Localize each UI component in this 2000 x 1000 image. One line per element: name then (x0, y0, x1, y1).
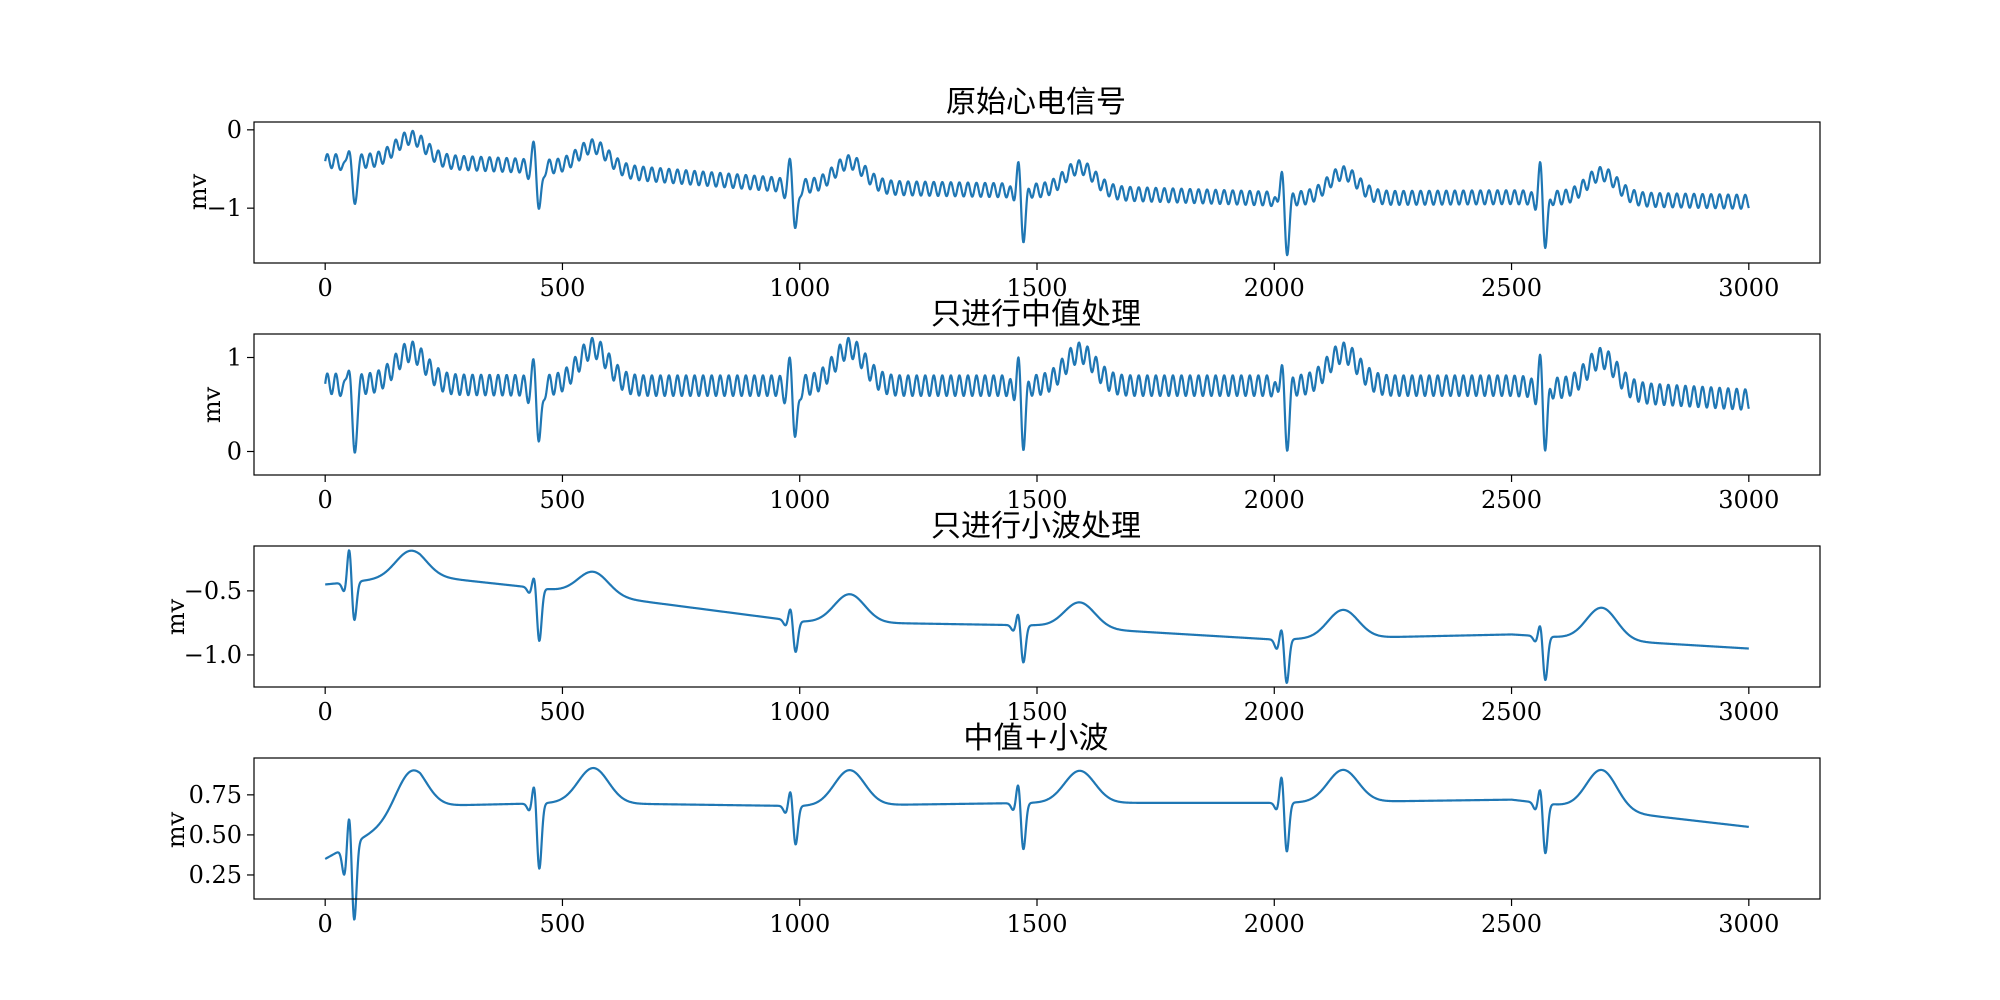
x-tick-label: 500 (540, 274, 586, 302)
x-tick-label: 1500 (1006, 486, 1067, 514)
x-tick-label: 0 (318, 274, 333, 302)
x-tick-label: 1500 (1006, 910, 1067, 938)
y-tick-label: 0.75 (189, 781, 242, 809)
y-tick-label: 1 (227, 344, 242, 372)
chart-panel-combined: 中值+小波 mv 0.75 0.50 0.25 0 500 1000 1500 2000 25… (162, 721, 1821, 938)
plot-frame (253, 333, 1821, 476)
series-line (324, 549, 1750, 684)
chart-title: 原始心电信号 (946, 85, 1126, 120)
y-tick-label: 0.50 (189, 821, 242, 849)
plot-frame (253, 545, 1821, 688)
plot-frame (253, 757, 1821, 900)
x-tick-label: 0 (318, 486, 333, 514)
chart-panel-median: 只进行中值处理 mv 10 0 500 1000 1500 2000 2500 3000 (198, 297, 1821, 514)
x-tick-label: 1000 (769, 274, 830, 302)
chart-panel-wavelet: 只进行小波处理 mv −0.5 −1.0 0 500 1000 1500 2000 2500… (162, 509, 1821, 726)
y-axis-label: mv (198, 386, 226, 423)
y-ticks: 0.75 0.50 0.25 (189, 781, 254, 889)
x-ticks: 0 500 1000 1500 2000 2500 3000 (318, 899, 1779, 938)
x-tick-label: 2000 (1244, 274, 1305, 302)
x-tick-label: 500 (540, 910, 586, 938)
x-tick-label: 500 (540, 486, 586, 514)
x-ticks: 0 500 1000 1500 2000 2500 3000 (318, 687, 1779, 726)
x-tick-label: 500 (540, 698, 586, 726)
x-tick-label: 3000 (1718, 274, 1779, 302)
chart-title: 只进行中值处理 (931, 297, 1141, 332)
x-tick-label: 1500 (1006, 274, 1067, 302)
plot-frame (253, 121, 1821, 264)
y-tick-label: −1 (207, 194, 242, 222)
x-tick-label: 1000 (769, 486, 830, 514)
series-line (324, 766, 1750, 921)
y-tick-label: −0.5 (184, 577, 242, 605)
x-tick-label: 2500 (1481, 486, 1542, 514)
y-ticks: −0.5 −1.0 (184, 577, 254, 669)
y-ticks: 0 −1 (207, 116, 254, 222)
x-tick-label: 2000 (1244, 698, 1305, 726)
x-tick-label: 1000 (769, 698, 830, 726)
x-tick-label: 1500 (1006, 698, 1067, 726)
x-tick-label: 2000 (1244, 486, 1305, 514)
y-axis-label: mv (162, 598, 190, 635)
y-tick-label: 0.25 (189, 861, 242, 889)
x-ticks: 0 500 1000 1500 2000 2500 3000 (318, 263, 1779, 302)
x-tick-label: 3000 (1718, 698, 1779, 726)
x-tick-label: 1000 (769, 910, 830, 938)
x-tick-label: 2500 (1481, 698, 1542, 726)
y-axis-label: mv (162, 811, 190, 848)
x-tick-label: 2500 (1481, 274, 1542, 302)
y-axis-label: mv (184, 173, 212, 210)
chart-panel-raw: 原始心电信号 mv 0 −1 0 500 1000 1500 2000 2500 3000 (184, 85, 1821, 302)
y-ticks: 10 (227, 344, 254, 466)
y-tick-label: −1.0 (184, 641, 242, 669)
x-ticks: 0 500 1000 1500 2000 2500 3000 (318, 475, 1779, 514)
series-line (324, 129, 1750, 257)
x-tick-label: 0 (318, 910, 333, 938)
x-tick-label: 0 (318, 698, 333, 726)
chart-title: 只进行小波处理 (931, 509, 1141, 544)
chart-title: 中值+小波 (963, 721, 1108, 756)
x-tick-label: 2000 (1244, 910, 1305, 938)
y-tick-label: 0 (227, 116, 242, 144)
x-tick-label: 2500 (1481, 910, 1542, 938)
y-tick-label: 0 (227, 438, 242, 466)
x-tick-label: 3000 (1718, 486, 1779, 514)
series-line (324, 336, 1750, 454)
x-tick-label: 3000 (1718, 910, 1779, 938)
